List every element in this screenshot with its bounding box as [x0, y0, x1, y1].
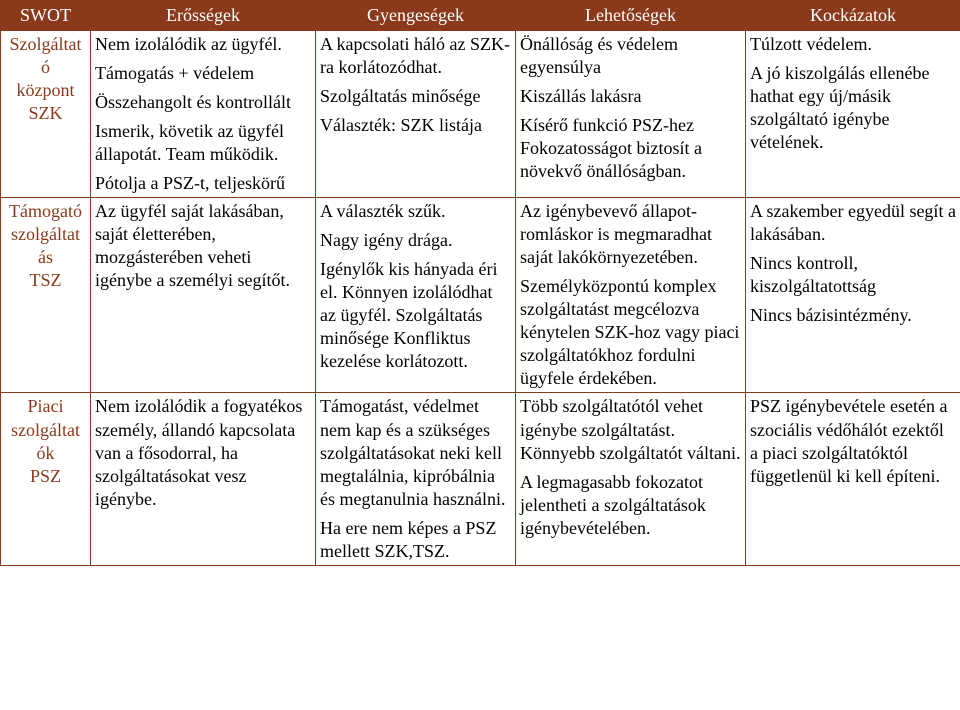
opportunities-cell: Az igénybevevő állapot-romláskor is megm… — [516, 198, 746, 393]
row-label-line: ás — [5, 246, 86, 269]
row-label-line: Támogató — [5, 200, 86, 223]
row-label-line: SZK — [5, 102, 86, 125]
row-label-line: ók — [5, 442, 86, 465]
cell-paragraph: Nagy igény drága. — [320, 229, 511, 252]
cell-paragraph: Több szolgáltatótól vehet igénybe szolgá… — [520, 395, 741, 464]
cell-paragraph: A szakember egyedül segít a lakásában. — [750, 200, 956, 246]
header-strengths: Erősségek — [91, 1, 316, 31]
cell-paragraph: A választék szűk. — [320, 200, 511, 223]
cell-paragraph: A legmagasabb fokozatot jelentheti a szo… — [520, 471, 741, 540]
strengths-cell: Az ügyfél saját lakásában, saját életter… — [91, 198, 316, 393]
row-label-line: TSZ — [5, 269, 86, 292]
cell-paragraph: Személyközpontú komplex szolgáltatást me… — [520, 275, 741, 390]
cell-paragraph: Választék: SZK listája — [320, 114, 511, 137]
row-label-line: Piaci — [5, 395, 86, 418]
cell-paragraph: Nem izolálódik a fogyatékos személy, áll… — [95, 395, 311, 510]
cell-paragraph: Önállóság és védelem egyensúlya — [520, 33, 741, 79]
risks-cell: Túlzott védelem. A jó kiszolgálás ellenéb… — [746, 31, 960, 198]
cell-paragraph: Az igénybevevő állapot-romláskor is megm… — [520, 200, 741, 269]
header-risks: Kockázatok — [746, 1, 960, 31]
cell-paragraph: Nem izolálódik az ügyfél. — [95, 33, 311, 56]
risks-cell: A szakember egyedül segít a lakásában. Ni… — [746, 198, 960, 393]
row-label-line: szolgáltat — [5, 223, 86, 246]
weaknesses-cell: Támogatást, védelmet nem kap és a szüksé… — [316, 393, 516, 565]
strengths-cell: Nem izolálódik az ügyfél. Támogatás + véd… — [91, 31, 316, 198]
header-swot: SWOT — [1, 1, 91, 31]
table-row: PiaciszolgáltatókPSZNem izolálódik a fog… — [1, 393, 960, 565]
cell-paragraph: Összehangolt és kontrollált — [95, 91, 311, 114]
header-weaknesses: Gyengeségek — [316, 1, 516, 31]
weaknesses-cell: A kapcsolati háló az SZK-ra korlátozódha… — [316, 31, 516, 198]
table-row: TámogatószolgáltatásTSZAz ügyfél saját l… — [1, 198, 960, 393]
cell-paragraph: Szolgáltatás minősége — [320, 85, 511, 108]
cell-paragraph: A jó kiszolgálás ellenébe hathat egy új/… — [750, 62, 956, 154]
cell-paragraph: Pótolja a PSZ-t, teljeskörű — [95, 172, 311, 195]
cell-paragraph: Ismerik, követik az ügyfél állapotát. Te… — [95, 120, 311, 166]
table-row: SzolgáltatóközpontSZKNem izolálódik az ü… — [1, 31, 960, 198]
row-label-line: központ — [5, 79, 86, 102]
cell-paragraph: Támogatást, védelmet nem kap és a szüksé… — [320, 395, 511, 510]
header-opportunities: Lehetőségek — [516, 1, 746, 31]
row-label-line: PSZ — [5, 465, 86, 488]
row-label: PiaciszolgáltatókPSZ — [1, 393, 91, 565]
cell-paragraph: Az ügyfél saját lakásában, saját életter… — [95, 200, 311, 292]
weaknesses-cell: A választék szűk. Nagy igény drága. Igényl… — [316, 198, 516, 393]
cell-paragraph: Kiszállás lakásra — [520, 85, 741, 108]
opportunities-cell: Önállóság és védelem egyensúlya Kiszállás… — [516, 31, 746, 198]
cell-paragraph: Nincs bázisintézmény. — [750, 304, 956, 327]
row-label: SzolgáltatóközpontSZK — [1, 31, 91, 198]
cell-paragraph: PSZ igénybevétele esetén a szociális véd… — [750, 395, 956, 487]
header-row: SWOT Erősségek Gyengeségek Lehetőségek K… — [1, 1, 960, 31]
swot-body: SzolgáltatóközpontSZKNem izolálódik az ü… — [1, 31, 960, 566]
cell-paragraph: Igénylők kis hányada éri el. Könnyen izo… — [320, 258, 511, 373]
swot-table: SWOT Erősségek Gyengeségek Lehetőségek K… — [0, 0, 960, 566]
row-label: TámogatószolgáltatásTSZ — [1, 198, 91, 393]
row-label-line: ó — [5, 56, 86, 79]
cell-paragraph: A kapcsolati háló az SZK-ra korlátozódha… — [320, 33, 511, 79]
row-label-line: Szolgáltat — [5, 33, 86, 56]
strengths-cell: Nem izolálódik a fogyatékos személy, áll… — [91, 393, 316, 565]
cell-paragraph: Nincs kontroll, kiszolgáltatottság — [750, 252, 956, 298]
opportunities-cell: Több szolgáltatótól vehet igénybe szolgá… — [516, 393, 746, 565]
cell-paragraph: Kísérő funkció PSZ-hez Fokozatosságot bi… — [520, 114, 741, 183]
row-label-line: szolgáltat — [5, 419, 86, 442]
cell-paragraph: Túlzott védelem. — [750, 33, 956, 56]
cell-paragraph: Támogatás + védelem — [95, 62, 311, 85]
risks-cell: PSZ igénybevétele esetén a szociális véd… — [746, 393, 960, 565]
cell-paragraph: Ha ere nem képes a PSZ mellett SZK,TSZ. — [320, 517, 511, 563]
